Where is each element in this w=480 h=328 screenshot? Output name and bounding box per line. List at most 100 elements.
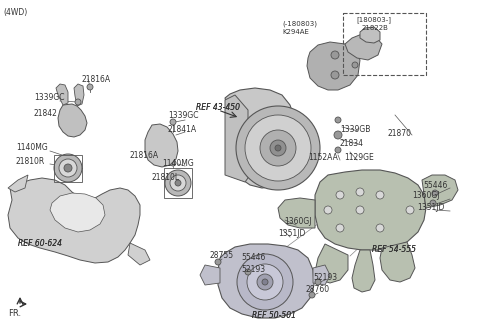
Circle shape [245, 269, 251, 275]
Circle shape [406, 206, 414, 214]
Polygon shape [315, 170, 426, 250]
Text: 1140MG: 1140MG [16, 144, 48, 153]
Polygon shape [56, 84, 68, 105]
Circle shape [356, 206, 364, 214]
Text: 52193: 52193 [313, 274, 337, 282]
Circle shape [175, 180, 181, 186]
Text: 28760: 28760 [306, 285, 330, 295]
Polygon shape [8, 175, 28, 192]
Circle shape [87, 84, 93, 90]
Circle shape [170, 175, 186, 191]
Polygon shape [345, 34, 382, 60]
Text: 1339GC: 1339GC [168, 112, 199, 120]
Text: 1140MG: 1140MG [162, 158, 194, 168]
Circle shape [335, 117, 341, 123]
Polygon shape [313, 265, 330, 285]
Text: REF 50-501: REF 50-501 [252, 312, 296, 320]
Text: 55446: 55446 [423, 180, 447, 190]
Polygon shape [225, 88, 295, 188]
Polygon shape [8, 178, 140, 263]
Text: REF 50-501: REF 50-501 [252, 312, 296, 320]
Text: REF 60-624: REF 60-624 [18, 238, 62, 248]
Circle shape [432, 190, 438, 196]
Circle shape [376, 191, 384, 199]
Text: 1129GE: 1129GE [344, 153, 374, 161]
Circle shape [324, 206, 332, 214]
Circle shape [331, 51, 339, 59]
Text: 1360GJ: 1360GJ [284, 217, 312, 227]
Polygon shape [74, 84, 84, 106]
Text: 28755: 28755 [209, 252, 233, 260]
Circle shape [75, 99, 81, 105]
Text: K294AE: K294AE [282, 29, 309, 35]
Circle shape [336, 224, 344, 232]
Polygon shape [307, 42, 360, 90]
Circle shape [64, 164, 72, 172]
Text: 21810L: 21810L [152, 174, 180, 182]
Polygon shape [360, 27, 380, 43]
Circle shape [356, 188, 364, 196]
Circle shape [215, 259, 221, 265]
Circle shape [352, 62, 358, 68]
Text: 1339GB: 1339GB [340, 126, 371, 134]
Circle shape [237, 254, 293, 310]
Text: (4WD): (4WD) [3, 8, 27, 17]
Circle shape [260, 130, 296, 166]
Circle shape [145, 149, 151, 155]
Polygon shape [145, 124, 178, 167]
Circle shape [331, 71, 339, 79]
Polygon shape [58, 104, 87, 137]
Polygon shape [200, 265, 220, 285]
Text: 1339GC: 1339GC [34, 93, 64, 102]
Text: FR.: FR. [8, 310, 21, 318]
Polygon shape [218, 244, 314, 318]
Circle shape [270, 140, 286, 156]
Text: 21842: 21842 [34, 109, 58, 117]
Text: 1360GJ: 1360GJ [412, 192, 440, 200]
Circle shape [170, 119, 176, 125]
Polygon shape [128, 243, 150, 265]
Text: 55446: 55446 [241, 254, 265, 262]
Text: 1351JD: 1351JD [417, 203, 444, 213]
Circle shape [334, 131, 342, 139]
Polygon shape [50, 193, 105, 232]
Text: [180803-]: [180803-] [356, 17, 391, 23]
Text: 21816A: 21816A [130, 151, 159, 159]
Circle shape [54, 154, 82, 182]
Text: REF 54-555: REF 54-555 [372, 245, 416, 255]
Text: 21816A: 21816A [82, 74, 111, 84]
Circle shape [170, 160, 176, 166]
Circle shape [245, 115, 311, 181]
Text: 1351JD: 1351JD [278, 230, 305, 238]
Circle shape [262, 279, 268, 285]
Text: 52193: 52193 [241, 265, 265, 275]
Polygon shape [278, 198, 315, 228]
Circle shape [165, 170, 191, 196]
Circle shape [430, 200, 436, 206]
Circle shape [309, 292, 315, 298]
Polygon shape [380, 242, 415, 282]
Circle shape [335, 147, 341, 153]
Bar [343, 13, 426, 75]
Text: REF 43-450: REF 43-450 [196, 102, 240, 112]
Text: 21841A: 21841A [168, 125, 197, 133]
Circle shape [275, 145, 281, 151]
Text: REF 54-555: REF 54-555 [372, 245, 416, 255]
Circle shape [257, 274, 273, 290]
Text: 21870: 21870 [388, 129, 412, 137]
Circle shape [247, 264, 283, 300]
Circle shape [59, 159, 77, 177]
Polygon shape [352, 250, 375, 292]
Text: REF 60-624: REF 60-624 [18, 238, 62, 248]
Text: 21810R: 21810R [16, 156, 45, 166]
Text: 21822B: 21822B [362, 25, 389, 31]
Circle shape [315, 279, 321, 285]
Text: 21834: 21834 [340, 138, 364, 148]
Text: REF 43-450: REF 43-450 [196, 102, 240, 112]
Circle shape [336, 191, 344, 199]
Circle shape [376, 224, 384, 232]
Circle shape [236, 106, 320, 190]
Text: (-180803): (-180803) [282, 21, 317, 27]
Text: 1152AA: 1152AA [308, 153, 338, 161]
Polygon shape [315, 244, 348, 283]
